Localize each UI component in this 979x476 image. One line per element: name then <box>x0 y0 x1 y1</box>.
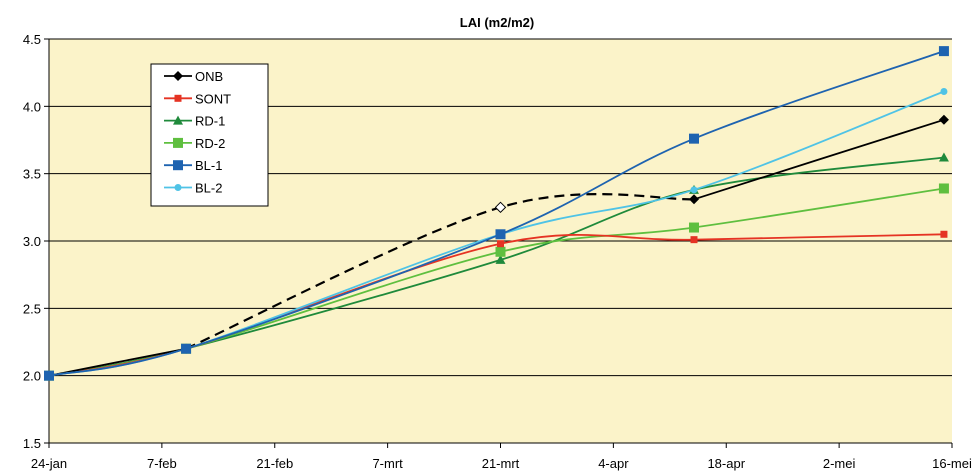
y-tick-label: 3.0 <box>23 234 41 249</box>
legend-marker <box>173 160 183 171</box>
legend-marker <box>174 94 182 102</box>
legend-item-bl-2: BL-2 <box>164 181 222 196</box>
legend-label: BL-2 <box>195 181 222 196</box>
y-tick-label: 1.5 <box>23 436 41 451</box>
data-point <box>938 114 949 125</box>
data-point <box>497 240 504 248</box>
legend-marker <box>173 137 183 148</box>
data-point <box>689 133 699 144</box>
legend-label: ONB <box>195 69 223 84</box>
series-line <box>693 118 945 201</box>
data-point <box>44 370 54 381</box>
x-tick-label: 21-feb <box>256 456 293 471</box>
legend-label: RD-2 <box>195 136 225 151</box>
legend-item-rd-2: RD-2 <box>164 136 225 151</box>
data-point <box>690 236 698 244</box>
data-point <box>181 343 192 354</box>
data-point <box>495 254 506 264</box>
series-bl-1 <box>44 46 949 381</box>
legend-item-bl-1: BL-1 <box>164 158 222 173</box>
legend-marker <box>173 71 183 81</box>
data-point <box>940 230 948 238</box>
x-tick-label: 2-mei <box>823 456 856 471</box>
data-point <box>494 201 507 214</box>
data-point <box>940 88 948 96</box>
legend-marker <box>173 115 183 125</box>
data-point <box>495 229 506 240</box>
chart-title: LAI (m2/m2) <box>460 15 534 30</box>
legend-label: SONT <box>195 91 231 106</box>
x-tick-label: 16-mei <box>932 456 972 471</box>
legend: ONB SONT RD-1 RD-2 BL-1 BL-2 <box>150 63 269 207</box>
x-axis-ticks: 24-jan 7-feb 21-feb 7-mrt 21-mrt 4-apr 18-apr 2… <box>31 443 972 471</box>
data-point <box>689 194 699 205</box>
y-tick-label: 4.5 <box>23 32 41 47</box>
x-tick-label: 21-mrt <box>482 456 520 471</box>
y-tick-label: 4.0 <box>23 99 41 114</box>
legend-item-sont: SONT <box>164 91 231 106</box>
data-point <box>938 152 949 162</box>
data-point <box>938 183 949 194</box>
legend-label: BL-1 <box>195 158 222 173</box>
y-tick-label: 2.0 <box>23 369 41 384</box>
x-tick-label: 18-apr <box>707 456 745 471</box>
data-point <box>690 186 698 194</box>
data-point <box>938 46 949 57</box>
series-lines <box>44 46 949 381</box>
data-point <box>689 222 699 233</box>
data-point <box>495 246 506 257</box>
legend-marker <box>174 184 182 191</box>
legend-box <box>150 63 269 207</box>
legend-label: RD-1 <box>195 114 225 129</box>
legend-item-onb: ONB <box>164 69 223 84</box>
y-tick-label: 2.5 <box>23 301 41 316</box>
x-tick-label: 24-jan <box>31 456 67 471</box>
x-tick-label: 4-apr <box>598 456 629 471</box>
x-tick-label: 7-feb <box>147 456 177 471</box>
legend-item-rd-1: RD-1 <box>164 114 225 129</box>
y-axis-ticks: 1.5 2.0 2.5 3.0 3.5 4.0 4.5 <box>23 32 49 451</box>
y-tick-label: 3.5 <box>23 167 41 182</box>
x-tick-label: 7-mrt <box>372 456 403 471</box>
